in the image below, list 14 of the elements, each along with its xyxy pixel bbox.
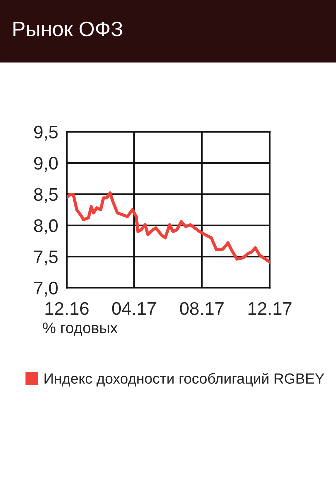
y-axis-title: % годовых <box>43 322 118 336</box>
y-tick-label: 7,5 <box>34 250 58 266</box>
legend-label: Индекс доходности гособлигаций RGBEY <box>44 373 324 387</box>
chart-title: Рынок ОФЗ <box>14 22 122 37</box>
x-tick-label: 08.17 <box>180 302 224 316</box>
y-tick-label: 9,0 <box>34 157 58 172</box>
y-tick-label: 8,0 <box>34 220 58 234</box>
y-tick-label: 7,0 <box>34 282 58 297</box>
line-series <box>67 192 270 264</box>
x-tick-label: 04.17 <box>112 302 156 316</box>
y-tick-label: 9,5 <box>34 126 58 141</box>
y-tick-label: 8,5 <box>34 188 58 204</box>
x-tick-label: 12.16 <box>46 302 89 316</box>
x-tick-label: 12.17 <box>248 302 292 315</box>
